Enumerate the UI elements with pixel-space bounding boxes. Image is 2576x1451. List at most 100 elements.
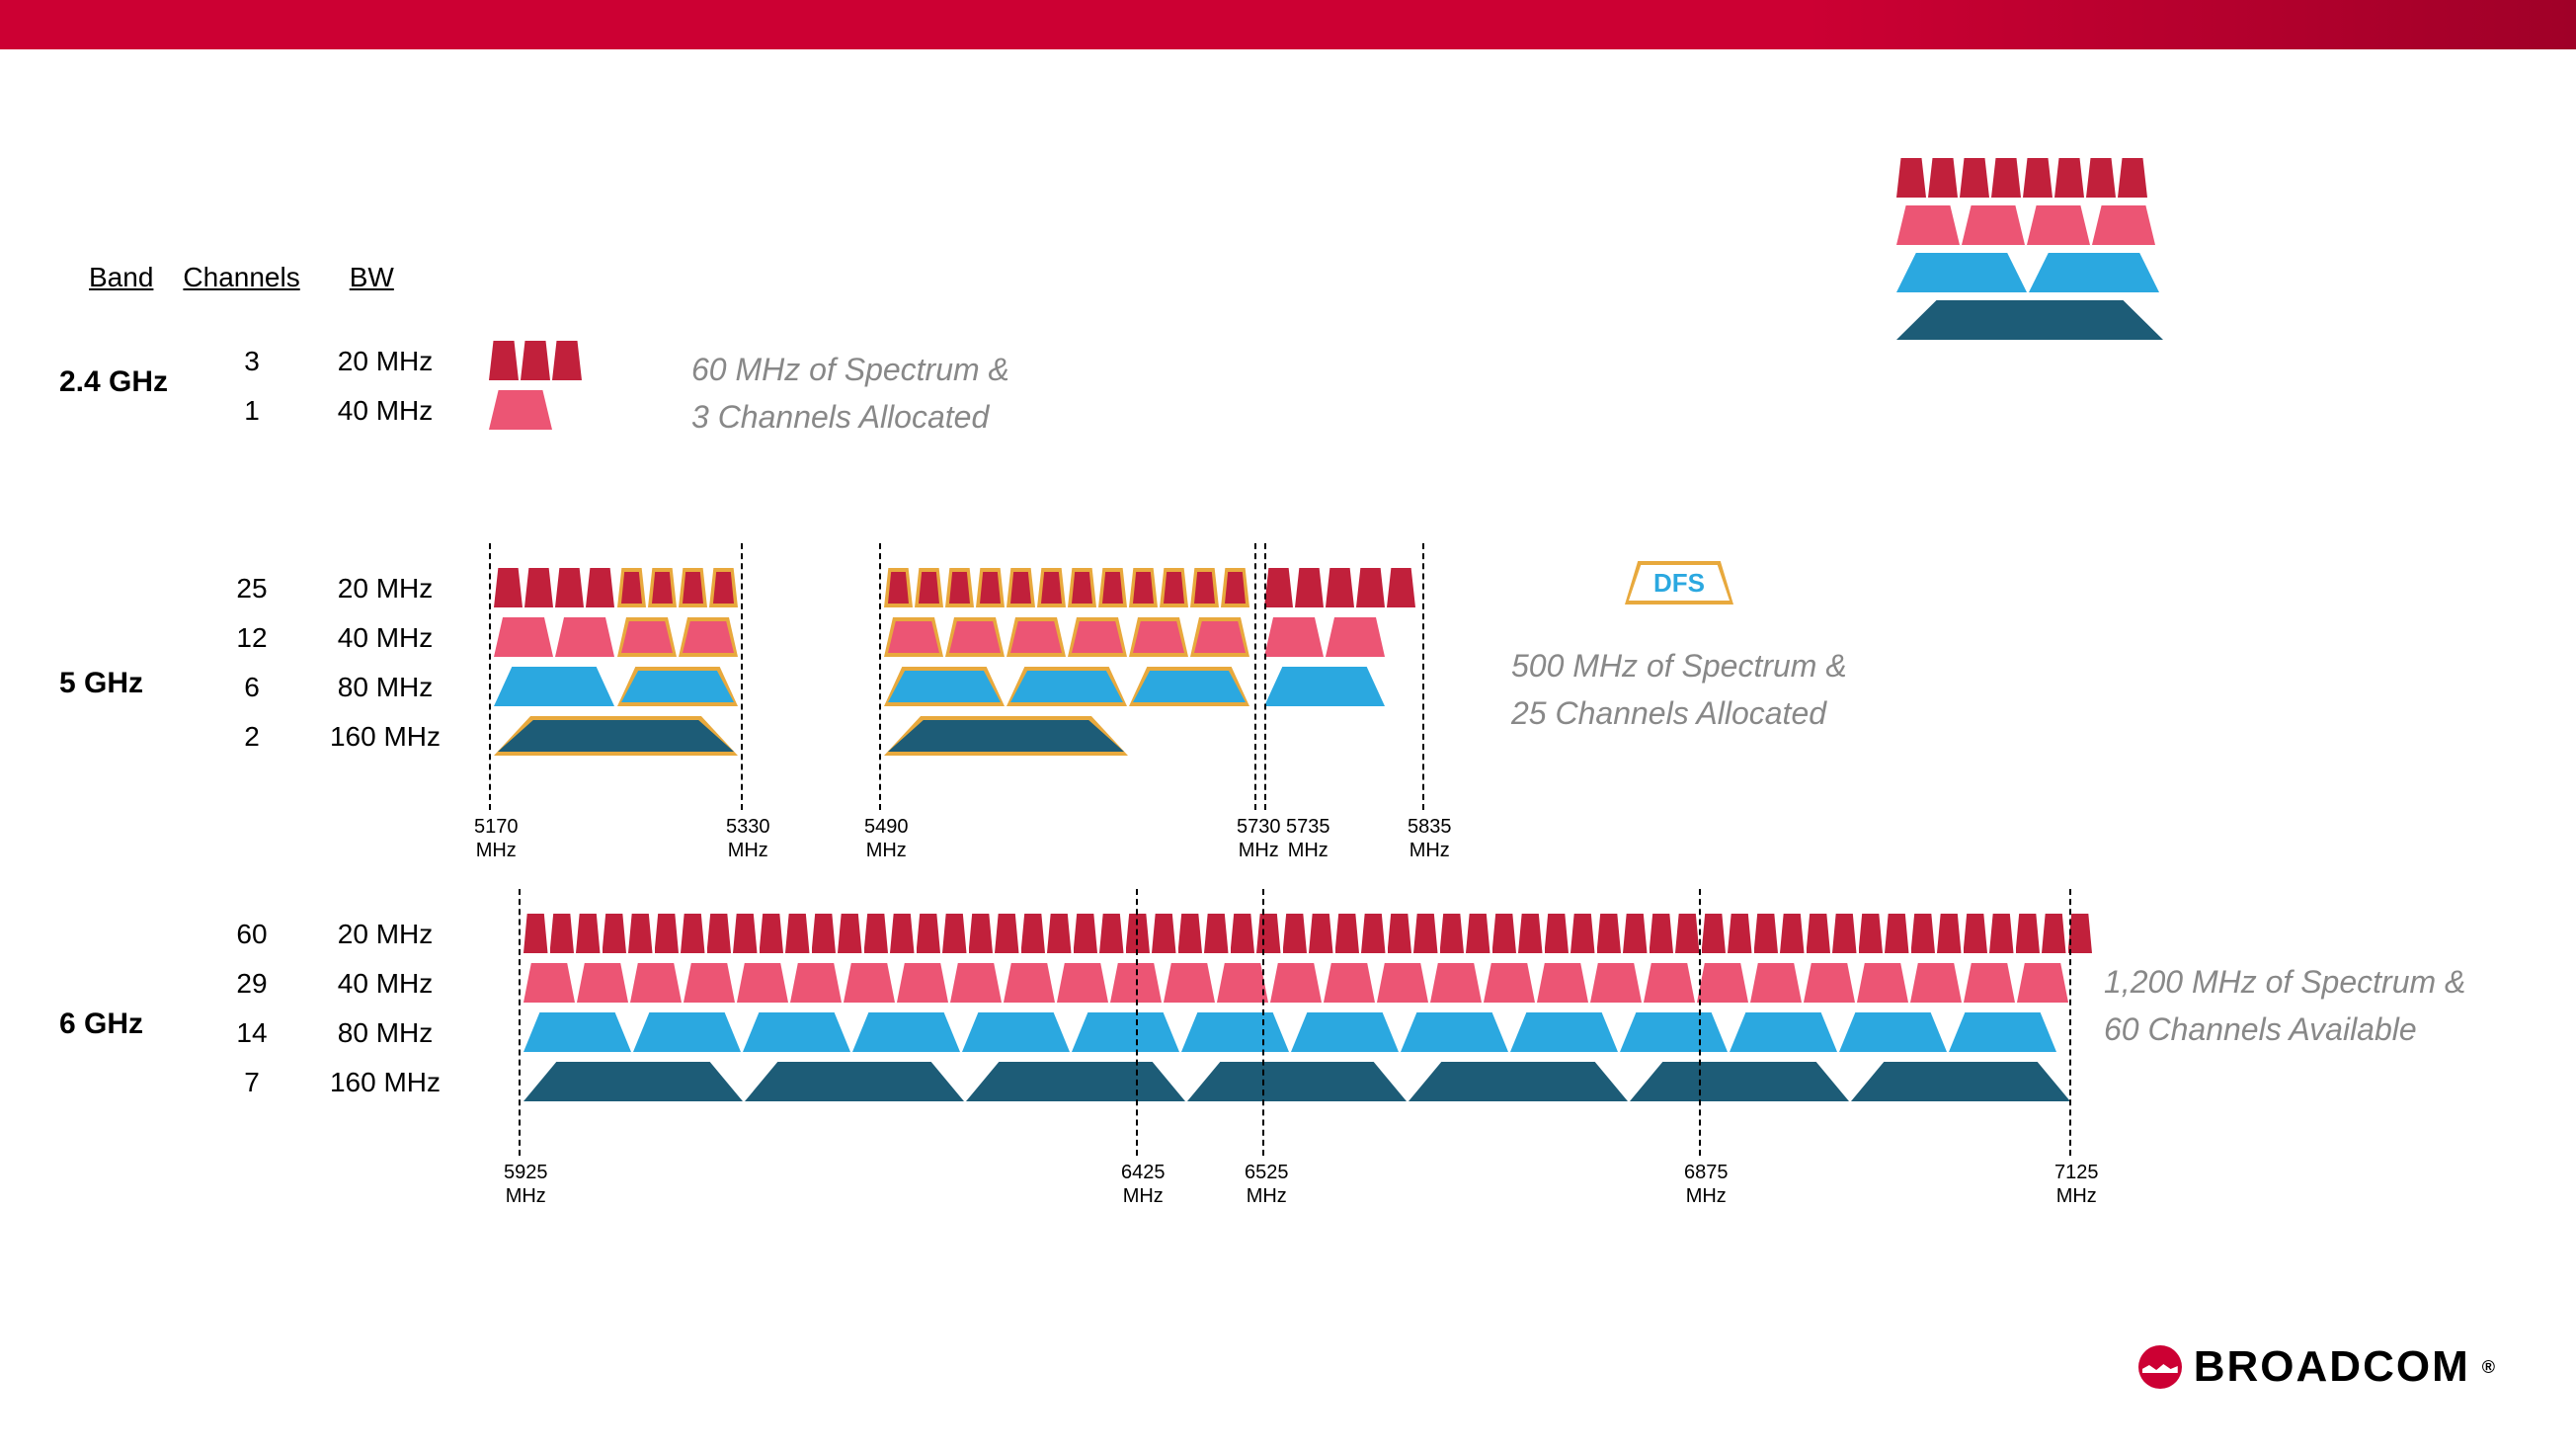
band-caption: 60 MHz of Spectrum &3 Channels Allocated [691,346,1009,441]
frequency-marker-line [741,543,743,810]
channel-trapezoid-dfs [1221,568,1249,607]
top-brand-bar [0,0,2576,49]
channel-trapezoid-dfs [945,617,1005,657]
channel-block-row [1264,617,1385,657]
channel-block-row [494,667,614,706]
channel-trapezoid [1644,963,1695,1003]
channel-trapezoid [1750,963,1802,1003]
frequency-marker-line [1254,543,1256,810]
channel-trapezoid-dfs [1098,568,1127,607]
channel-trapezoid [1164,963,1215,1003]
channel-trapezoid [633,1012,741,1052]
channel-trapezoid [1623,914,1648,953]
channel-trapezoid [1896,158,1926,198]
channel-block-row [523,963,2068,1003]
channel-trapezoid [523,963,575,1003]
frequency-label: 5925MHz [504,1161,548,1208]
channel-trapezoid [2027,205,2090,245]
channel-trapezoid-dfs [679,568,707,607]
frequency-label: 5170MHz [474,815,519,862]
channel-trapezoid [1620,1012,1728,1052]
header-bw: BW [350,262,394,293]
bandwidth-label: 160 MHz [316,1067,454,1098]
bandwidth-label: 160 MHz [316,721,454,753]
channel-trapezoid [552,341,582,380]
channel-trapezoid [1356,568,1385,607]
column-headers: Band Channels BW [89,262,394,293]
frequency-label: 7125MHz [2054,1161,2099,1208]
channel-trapezoid [1832,914,1857,953]
channel-trapezoid-dfs [976,568,1005,607]
channel-trapezoid [1590,963,1642,1003]
channel-trapezoid [1962,205,2025,245]
header-band: Band [89,262,153,293]
channel-trapezoid [838,914,862,953]
channel-trapezoid [2029,253,2159,292]
legend-row [1896,300,2163,340]
channel-trapezoid [523,914,548,953]
channel-trapezoid [1204,914,1229,953]
bandwidth-label: 20 MHz [316,346,454,377]
channel-trapezoid [1964,963,2015,1003]
channel-trapezoid-dfs [1068,568,1096,607]
channel-trapezoid-dfs [1190,617,1249,657]
channel-trapezoid [1430,963,1482,1003]
channel-trapezoid-dfs [1006,617,1066,657]
channel-trapezoid [555,568,584,607]
channel-trapezoid [1326,617,1385,657]
channel-trapezoid [790,963,842,1003]
channel-trapezoid [1859,914,1884,953]
channel-trapezoid-dfs [884,568,913,607]
bandwidth-label: 80 MHz [316,1017,454,1049]
channel-block-row [489,341,582,380]
channel-trapezoid [950,963,1002,1003]
channel-trapezoid [2042,914,2066,953]
channel-trapezoid [995,914,1019,953]
band-label: 2.4 GHz [59,365,168,399]
bandwidth-label: 40 MHz [316,622,454,654]
channel-trapezoid [1361,914,1386,953]
channel-trapezoid-dfs [1037,568,1066,607]
channel-trapezoid [1072,1012,1179,1052]
channel-block-row [617,667,738,706]
broadcom-logo-mark [2138,1345,2182,1389]
channel-block-row [884,617,1249,657]
frequency-label: 5490MHz [864,815,909,862]
channel-trapezoid [1989,914,2014,953]
channel-trapezoid [707,914,732,953]
frequency-label: 5730MHz [1237,815,1281,862]
channel-trapezoid [2086,158,2116,198]
channel-trapezoid [2068,914,2093,953]
slide-content: Band Channels BW DFS2.4 GHz320 MHz140 MH… [0,49,2576,1451]
channel-block-row [489,390,552,430]
channel-trapezoid [489,341,519,380]
channel-trapezoid [1309,914,1333,953]
channel-trapezoid [1949,1012,2056,1052]
channel-trapezoid-dfs [884,716,1128,756]
channel-trapezoid [1466,914,1490,953]
legend-row [1896,205,2155,245]
channel-block-row [617,568,738,607]
channel-block-row [617,617,738,657]
channel-trapezoid [577,963,628,1003]
frequency-marker-line [1699,889,1701,1156]
channel-trapezoid-dfs [915,568,943,607]
channel-trapezoid [1851,1062,2070,1101]
channel-trapezoid [1377,963,1428,1003]
broadcom-logo: BROADCOM® [2138,1342,2497,1392]
channel-trapezoid-dfs [884,667,1005,706]
frequency-marker-line [1262,889,1264,1156]
frequency-label: 5835MHz [1408,815,1452,862]
channel-trapezoid [1295,568,1324,607]
frequency-marker-line [1136,889,1138,1156]
channel-trapezoid-dfs [494,716,738,756]
channel-trapezoid [524,568,553,607]
dfs-legend-label: DFS [1629,565,1730,601]
channel-trapezoid-dfs [884,617,943,657]
channel-trapezoid [1839,1012,1947,1052]
band-label: 6 GHz [59,1008,143,1041]
channel-trapezoid [1264,617,1324,657]
channel-trapezoid [494,568,523,607]
channel-trapezoid [1291,1012,1399,1052]
channel-trapezoid [1178,914,1203,953]
